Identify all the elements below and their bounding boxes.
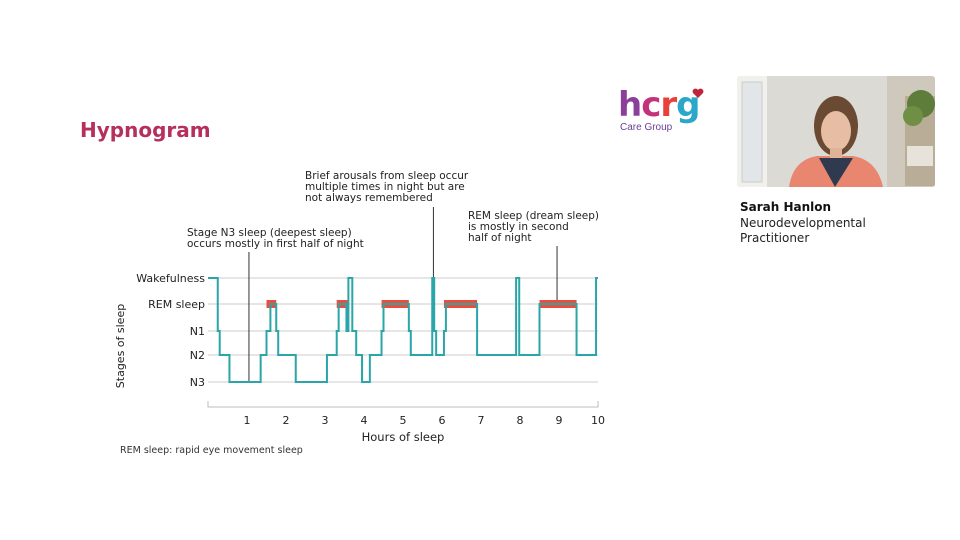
x-axis-label: Hours of sleep <box>362 430 445 444</box>
y-tick-label: N3 <box>190 376 205 389</box>
x-tick-label: 3 <box>322 414 329 427</box>
presenter-role: Neurodevelopmental Practitioner <box>740 216 866 245</box>
x-tick-label: 4 <box>361 414 368 427</box>
footnote: REM sleep: rapid eye movement sleep <box>120 445 303 456</box>
hcrg-logo: hcrg Care Group <box>618 88 710 138</box>
presenter-name: Sarah Hanlon <box>740 200 832 214</box>
annotation-rem: REM sleep (dream sleep) is mostly in sec… <box>468 210 600 244</box>
y-tick-label: Wakefulness <box>136 272 205 285</box>
x-tick-label: 2 <box>283 414 290 427</box>
hypnogram-line <box>208 277 598 383</box>
x-tick-label: 6 <box>439 414 446 427</box>
axis-layer <box>207 401 599 408</box>
presenter-photo <box>737 76 935 187</box>
x-axis-line <box>207 401 599 408</box>
y-tick-label: REM sleep <box>148 298 205 311</box>
x-tick-label: 8 <box>517 414 524 427</box>
logo-subtitle: Care Group <box>620 122 673 133</box>
logo-letter-h: h <box>618 85 642 125</box>
annotation-n3: Stage N3 sleep (deepest sleep) occurs mo… <box>187 227 364 250</box>
y-tick-label: N1 <box>190 325 205 338</box>
x-tick-label: 1 <box>244 414 251 427</box>
slide-title: Hypnogram <box>80 118 211 142</box>
x-tick-label: 10 <box>591 414 605 427</box>
logo-letter-c: c <box>641 85 661 125</box>
x-tick-label: 9 <box>556 414 563 427</box>
callout-layer <box>248 207 558 382</box>
label-layer: Wakefulness REM sleep N1 N2 N3 1 2 3 4 5 6 7 8 9 10 <box>136 272 605 427</box>
x-tick-label: 5 <box>400 414 407 427</box>
annotation-arousals: Brief arousals from sleep occur multiple… <box>305 170 469 204</box>
logo-wordmark: hcrg <box>618 85 701 125</box>
x-tick-label: 7 <box>478 414 485 427</box>
line-layer <box>208 277 598 383</box>
presenter-video <box>737 76 935 187</box>
heart-icon <box>692 88 704 98</box>
y-axis-label: Stages of sleep <box>114 304 127 388</box>
y-tick-label: N2 <box>190 349 205 362</box>
logo-letter-r: r <box>660 85 677 125</box>
